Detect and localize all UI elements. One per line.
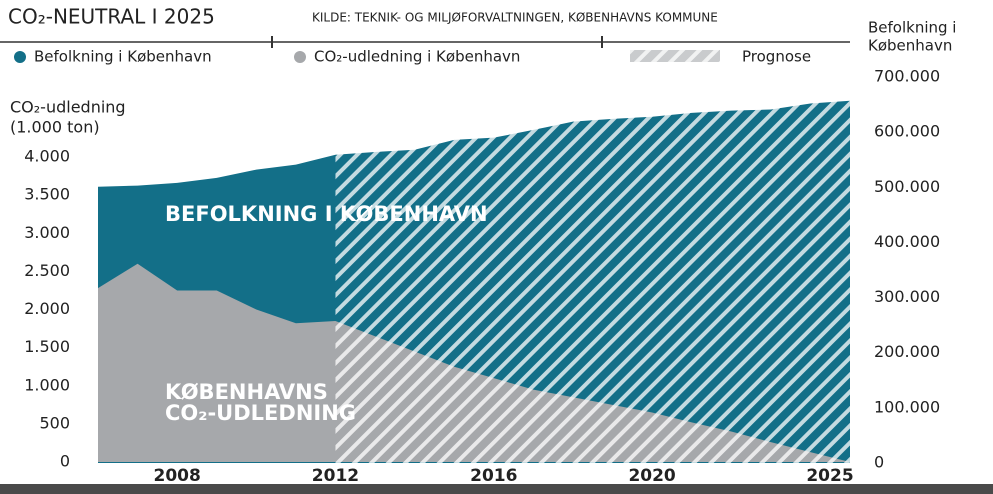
y-tick-label: 500 [39, 413, 70, 432]
legend-swatch-hatch [630, 50, 720, 62]
y2-tick-label: 0 [874, 453, 884, 472]
legend-dot [14, 51, 26, 63]
y2-tick-label: 500.000 [874, 177, 940, 196]
y-label: CO₂-udledning [10, 98, 126, 117]
x-tick-label: 2016 [470, 466, 517, 486]
area [98, 263, 850, 462]
y-tick-label: 0 [60, 452, 70, 471]
annotation: CO₂-UDLEDNING [165, 401, 356, 425]
x-tick-label: 2012 [312, 466, 359, 486]
x-tick-label: 2008 [153, 466, 200, 486]
y2-tick-label: 300.000 [874, 287, 940, 306]
y2-tick-label: 600.000 [874, 122, 940, 141]
y2-tick-label: 200.000 [874, 342, 940, 361]
y-tick-label: 2.000 [24, 299, 70, 318]
x-tick-label: 2020 [628, 466, 675, 486]
y-tick-label: 3.500 [24, 185, 70, 204]
legend-label: CO₂-udledning i København [314, 48, 520, 66]
y-tick-label: 3.000 [24, 223, 70, 242]
y-tick-label: 1.000 [24, 375, 70, 394]
source: KILDE: TEKNIK- OG MILJØFORVALTNINGEN, KØ… [312, 11, 718, 25]
annotation: KØBENHAVNS [165, 380, 328, 404]
y-label: (1.000 ton) [10, 118, 100, 137]
annotation: BEFOLKNING I KØBENHAVN [165, 202, 488, 226]
y2-tick-label: 100.000 [874, 397, 940, 416]
y-tick-label: 4.000 [24, 147, 70, 166]
y-tick-label: 1.500 [24, 337, 70, 356]
footer-bar [0, 484, 993, 494]
y2-label: København [868, 37, 952, 55]
legend-label: Prognose [742, 48, 811, 66]
forecast-hatch [335, 77, 850, 463]
y2-tick-label: 700.000 [874, 67, 940, 86]
legend-label: Befolkning i København [34, 48, 212, 66]
y2-label: Befolkning i [868, 19, 956, 37]
y2-tick-label: 400.000 [874, 232, 940, 251]
x-tick-label: 2025 [806, 466, 853, 486]
legend-dot [294, 51, 306, 63]
y-tick-label: 2.500 [24, 261, 70, 280]
chart-title: CO₂-NEUTRAL I 2025 [8, 5, 215, 29]
